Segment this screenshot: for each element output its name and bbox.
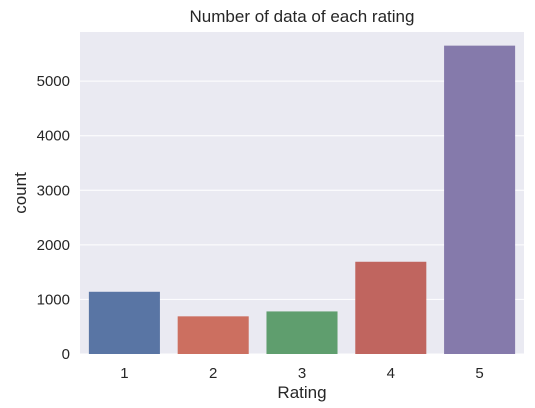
y-tick-label: 0 <box>62 346 70 363</box>
y-tick-label: 2000 <box>37 237 70 254</box>
x-tick-label: 5 <box>475 365 483 382</box>
x-tick-label: 4 <box>387 365 395 382</box>
x-tick-label: 1 <box>120 365 128 382</box>
chart-title: Number of data of each rating <box>190 7 415 26</box>
bar-rating-1 <box>88 291 160 354</box>
y-tick-label: 1000 <box>37 291 70 308</box>
bar-rating-4 <box>355 261 427 354</box>
x-tick-label: 3 <box>298 365 306 382</box>
y-tick-label: 5000 <box>37 73 70 90</box>
x-tick-label: 2 <box>209 365 217 382</box>
bar-rating-2 <box>177 316 249 354</box>
bar-rating-3 <box>266 311 338 354</box>
x-axis-label: Rating <box>277 383 326 402</box>
y-tick-label: 3000 <box>37 182 70 199</box>
bar-rating-5 <box>444 45 516 354</box>
y-axis-label: count <box>11 172 30 214</box>
y-tick-label: 4000 <box>37 128 70 145</box>
x-tick-labels: 1 2 3 4 5 <box>120 365 484 382</box>
bars <box>88 45 516 354</box>
y-tick-labels: 0 1000 2000 3000 4000 5000 <box>37 73 70 363</box>
